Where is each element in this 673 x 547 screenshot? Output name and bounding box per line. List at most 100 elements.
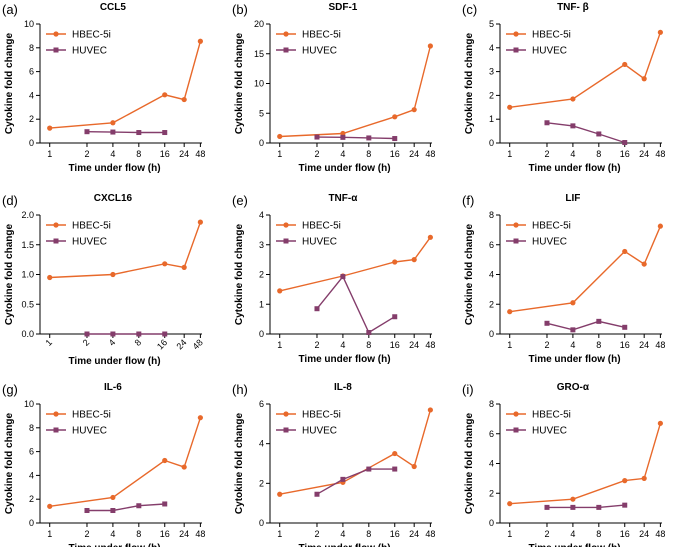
data-point-huvec bbox=[366, 466, 372, 472]
x-tick-label: 4 bbox=[570, 149, 575, 159]
x-tick-label: 24 bbox=[179, 529, 189, 539]
y-tick-label: 2 bbox=[259, 270, 264, 280]
y-tick-label: 0.5 bbox=[21, 299, 34, 309]
data-point-hbec-5i bbox=[507, 309, 513, 315]
data-point-hbec-5i bbox=[427, 234, 433, 240]
x-tick-label: 2 bbox=[314, 340, 319, 350]
chart-title: SDF-1 bbox=[328, 2, 357, 13]
y-axis-label: Cytokine fold change bbox=[4, 413, 15, 515]
data-point-huvec bbox=[84, 508, 90, 514]
legend-label: HUVEC bbox=[302, 46, 337, 57]
y-tick-label: 10 bbox=[254, 79, 264, 89]
legend-marker bbox=[53, 427, 59, 433]
x-tick-label: 48 bbox=[655, 529, 665, 539]
y-tick-label: 4 bbox=[489, 43, 494, 53]
y-tick-label: 2 bbox=[489, 90, 494, 100]
panel-letter: (b) bbox=[232, 2, 248, 17]
data-point-huvec bbox=[622, 324, 628, 330]
x-tick-label: 16 bbox=[155, 337, 169, 351]
x-tick-label: 8 bbox=[596, 340, 601, 350]
y-tick-label: 0 bbox=[259, 329, 264, 339]
series-line-hbec-5i bbox=[279, 45, 432, 138]
legend-marker bbox=[283, 411, 289, 417]
y-tick-label: 6 bbox=[29, 447, 34, 457]
series-line-huvec bbox=[87, 503, 165, 512]
data-point-huvec bbox=[84, 129, 90, 135]
data-point-hbec-5i bbox=[427, 43, 433, 49]
x-tick-label: 48 bbox=[425, 529, 435, 539]
data-point-huvec bbox=[392, 466, 398, 472]
y-tick-label: 4 bbox=[29, 470, 34, 480]
chart-title: CXCL16 bbox=[94, 193, 133, 204]
data-point-hbec-5i bbox=[110, 494, 116, 501]
legend-label: HUVEC bbox=[532, 426, 567, 437]
x-tick-label: 16 bbox=[620, 529, 630, 539]
data-point-huvec bbox=[136, 503, 142, 509]
x-tick-label: 48 bbox=[195, 529, 205, 539]
chart-title: LIF bbox=[565, 193, 580, 204]
data-point-hbec-5i bbox=[181, 264, 187, 270]
data-point-hbec-5i bbox=[181, 464, 187, 470]
data-point-hbec-5i bbox=[622, 248, 628, 255]
legend-marker bbox=[53, 411, 59, 417]
data-point-hbec-5i bbox=[570, 496, 576, 502]
panel-letter: (i) bbox=[462, 382, 474, 397]
y-tick-label: 4 bbox=[489, 270, 494, 280]
x-tick-label: 24 bbox=[639, 149, 649, 159]
y-tick-label: 3 bbox=[489, 67, 494, 77]
data-point-hbec-5i bbox=[411, 107, 417, 113]
x-tick-label: 4 bbox=[570, 340, 575, 350]
data-point-huvec bbox=[544, 504, 550, 510]
data-point-huvec bbox=[162, 331, 168, 337]
data-point-hbec-5i bbox=[641, 76, 647, 82]
series-line-huvec bbox=[86, 131, 165, 134]
legend-label: HUVEC bbox=[302, 237, 337, 248]
panel-letter: (d) bbox=[2, 193, 18, 208]
data-point-hbec-5i bbox=[277, 133, 283, 140]
data-point-huvec bbox=[596, 318, 602, 324]
x-tick-label: 24 bbox=[174, 337, 188, 351]
x-tick-label: 16 bbox=[390, 340, 400, 350]
y-tick-label: 0 bbox=[29, 138, 34, 148]
x-tick-label: 2 bbox=[84, 149, 89, 159]
legend-marker bbox=[53, 31, 59, 37]
data-point-hbec-5i bbox=[427, 407, 433, 413]
legend-marker bbox=[513, 47, 519, 53]
x-tick-label: 48 bbox=[425, 149, 435, 159]
data-point-huvec bbox=[622, 140, 628, 146]
chart-title: TNF-α bbox=[328, 193, 358, 204]
x-tick-label: 4 bbox=[340, 340, 345, 350]
x-tick-label: 2 bbox=[81, 337, 92, 348]
data-point-hbec-5i bbox=[197, 415, 203, 421]
legend-marker bbox=[283, 427, 289, 433]
data-point-huvec bbox=[570, 327, 576, 333]
x-tick-label: 48 bbox=[655, 149, 665, 159]
x-axis-label: Time under flow (h) bbox=[68, 356, 160, 367]
data-point-huvec bbox=[570, 123, 576, 129]
y-tick-label: 1.0 bbox=[21, 270, 34, 280]
data-point-huvec bbox=[596, 131, 602, 137]
legend-marker bbox=[513, 222, 519, 228]
y-axis-label: Cytokine fold change bbox=[464, 413, 475, 515]
x-tick-label: 8 bbox=[133, 337, 144, 348]
data-point-hbec-5i bbox=[641, 475, 647, 481]
y-tick-label: 8 bbox=[29, 43, 34, 53]
y-axis-label: Cytokine fold change bbox=[234, 224, 245, 326]
x-axis-label: Time under flow (h) bbox=[298, 543, 390, 547]
x-axis-label: Time under flow (h) bbox=[298, 354, 390, 365]
data-point-hbec-5i bbox=[392, 259, 398, 265]
data-point-hbec-5i bbox=[392, 450, 398, 457]
x-tick-label: 16 bbox=[390, 149, 400, 159]
y-axis-label: Cytokine fold change bbox=[234, 33, 245, 135]
data-point-huvec bbox=[340, 134, 346, 140]
panel-i: (i)GRO-α024681248162448Time under flow (… bbox=[462, 382, 665, 547]
y-tick-label: 4 bbox=[29, 90, 34, 100]
data-point-hbec-5i bbox=[197, 38, 203, 44]
y-tick-label: 6 bbox=[489, 240, 494, 250]
y-tick-label: 4 bbox=[259, 439, 264, 449]
data-point-hbec-5i bbox=[411, 257, 417, 263]
data-point-huvec bbox=[162, 130, 168, 136]
panel-letter: (e) bbox=[232, 193, 248, 208]
